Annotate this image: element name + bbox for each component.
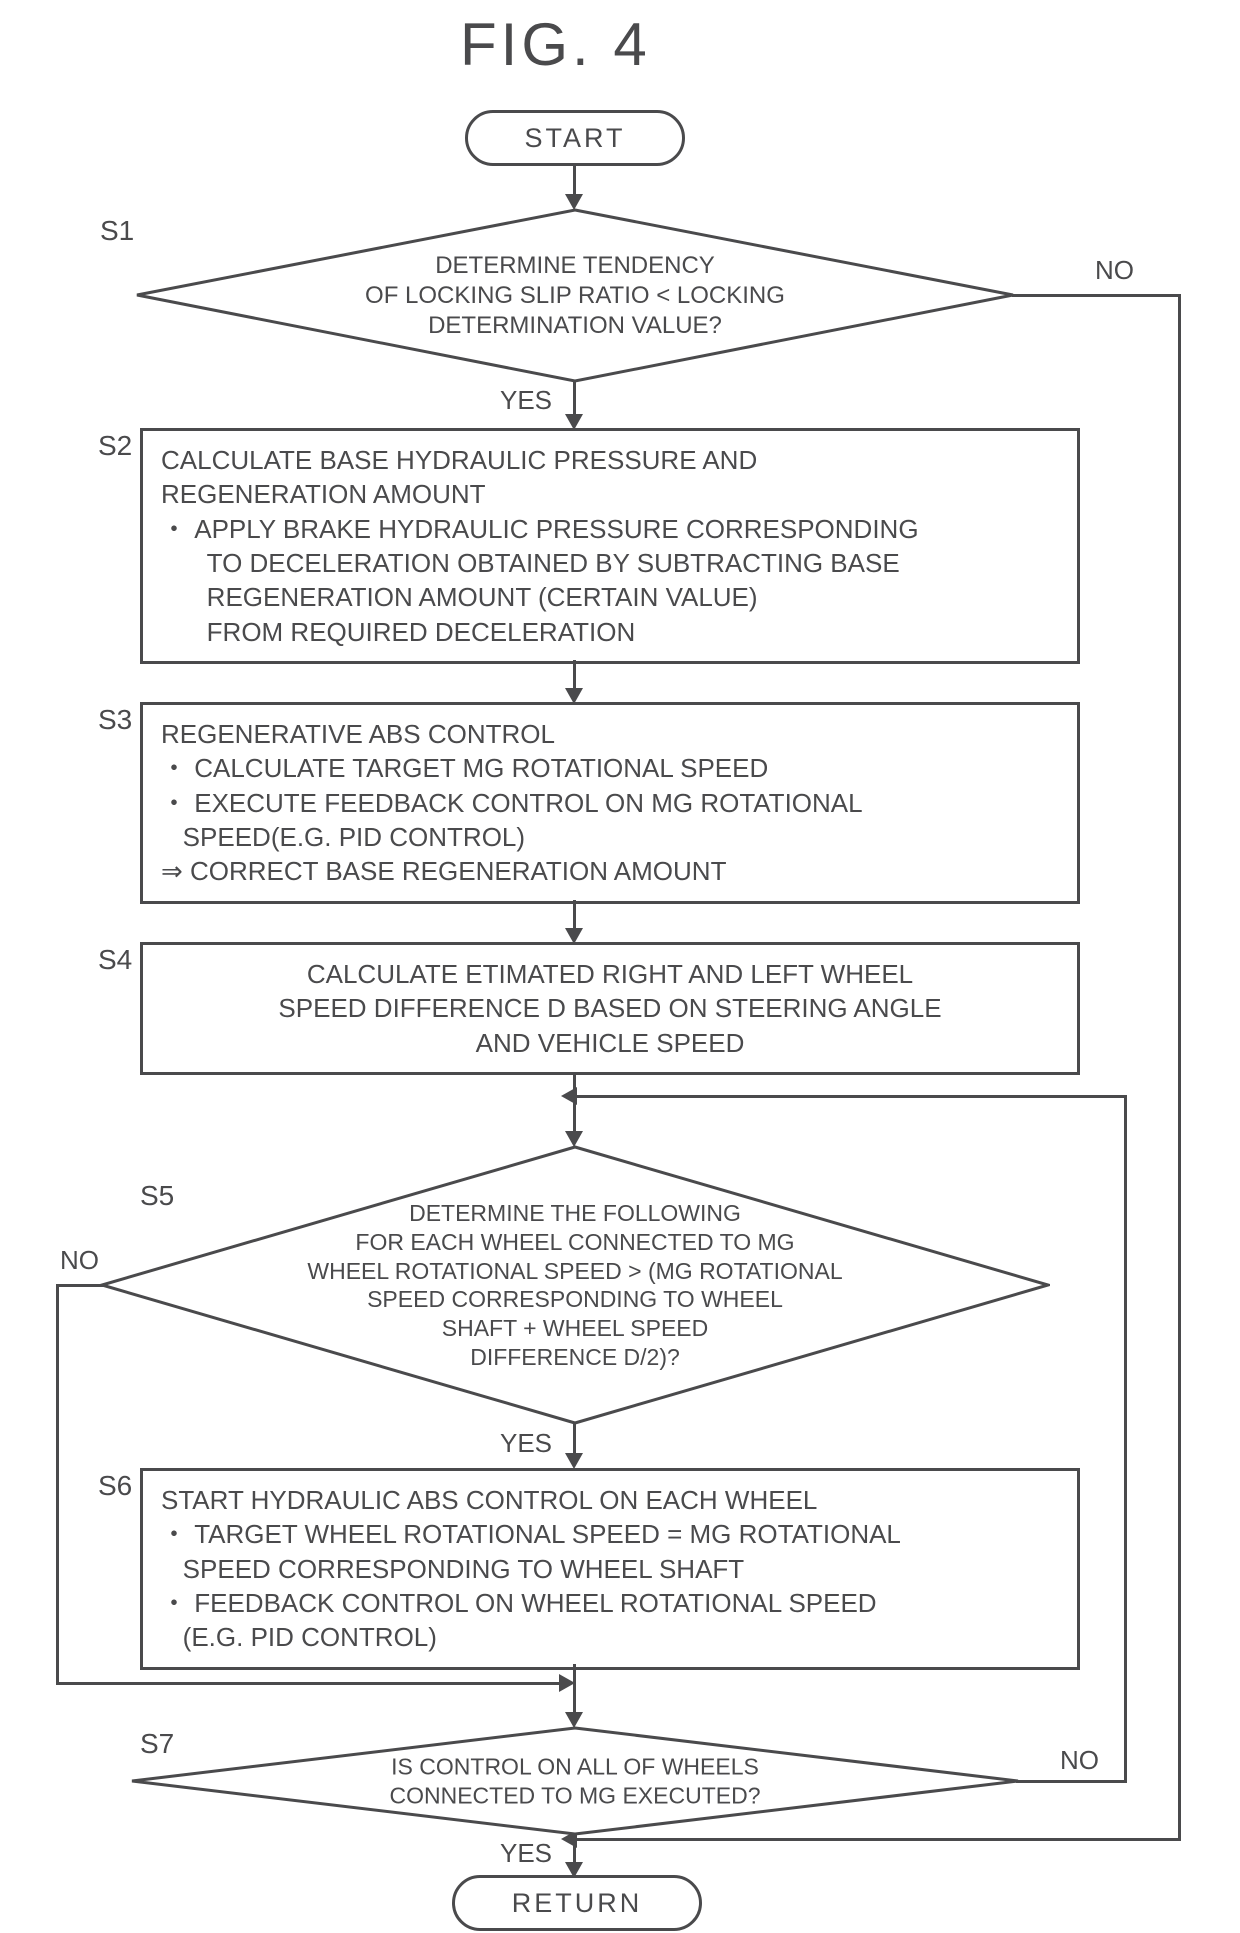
decision-s1: DETERMINE TENDENCY OF LOCKING SLIP RATIO…	[135, 208, 1015, 383]
edge	[573, 381, 576, 416]
edge-label-no: NO	[1095, 255, 1134, 286]
arrowhead	[561, 1087, 577, 1105]
edge	[1178, 294, 1181, 1840]
process-s4: CALCULATE ETIMATED RIGHT AND LEFT WHEEL …	[140, 942, 1080, 1075]
edge	[56, 1682, 561, 1685]
decision-s1-text: DETERMINE TENDENCY OF LOCKING SLIP RATIO…	[311, 251, 839, 341]
terminal-return: RETURN	[452, 1875, 702, 1931]
edge	[573, 900, 576, 930]
edge-label-no: NO	[60, 1245, 99, 1276]
edge	[576, 1838, 1181, 1841]
decision-s7-text: IS CONTROL ON ALL OF WHEELS CONNECTED TO…	[308, 1752, 842, 1810]
edge-label-yes: YES	[500, 1428, 552, 1459]
process-s3: REGENERATIVE ABS CONTROL ・ CALCULATE TAR…	[140, 702, 1080, 904]
step-label-s6: S6	[98, 1470, 132, 1502]
edge	[56, 1284, 59, 1684]
flowchart-canvas: FIG. 4 START S1 DETERMINE TENDENCY OF LO…	[0, 0, 1240, 1933]
arrowhead	[565, 1453, 583, 1469]
edge	[573, 166, 576, 196]
terminal-start: START	[465, 110, 685, 166]
edge-label-yes: YES	[500, 385, 552, 416]
edge	[573, 1423, 576, 1455]
edge	[56, 1284, 106, 1287]
edge-label-yes: YES	[500, 1838, 552, 1869]
edge	[573, 1834, 576, 1864]
edge	[576, 1095, 1127, 1098]
step-label-s1: S1	[100, 215, 134, 247]
step-label-s3: S3	[98, 704, 132, 736]
edge-label-no: NO	[1060, 1745, 1099, 1776]
edge	[573, 1664, 576, 1714]
figure-title: FIG. 4	[460, 10, 651, 79]
decision-s5-text: DETERMINE THE FOLLOWING FOR EACH WHEEL C…	[233, 1199, 917, 1372]
process-s6: START HYDRAULIC ABS CONTROL ON EACH WHEE…	[140, 1468, 1080, 1670]
edge	[573, 660, 576, 690]
edge	[1012, 294, 1180, 297]
edge	[1124, 1095, 1127, 1783]
decision-s5: DETERMINE THE FOLLOWING FOR EACH WHEEL C…	[100, 1145, 1050, 1425]
step-label-s2: S2	[98, 430, 132, 462]
process-s2: CALCULATE BASE HYDRAULIC PRESSURE ANDREG…	[140, 428, 1080, 664]
step-label-s4: S4	[98, 944, 132, 976]
decision-s7: IS CONTROL ON ALL OF WHEELS CONNECTED TO…	[130, 1726, 1020, 1836]
edge	[1016, 1780, 1126, 1783]
